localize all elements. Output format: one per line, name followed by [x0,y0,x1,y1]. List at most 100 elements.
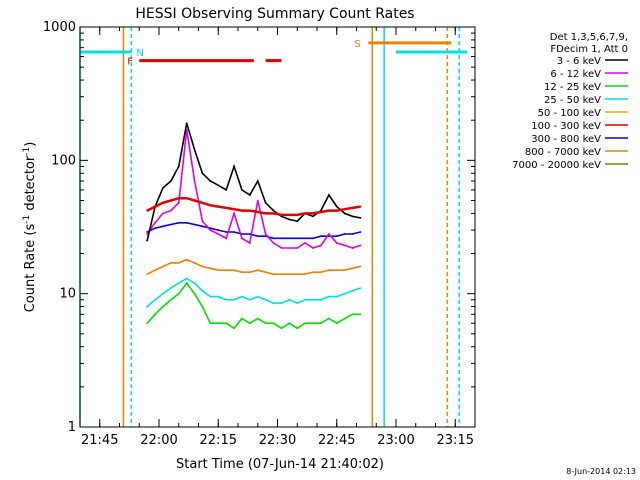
data-point [320,235,322,238]
data-point [256,269,259,272]
data-point [177,165,180,168]
data-point [162,265,164,268]
data-point [351,206,354,209]
data-point [193,180,196,182]
data-point [185,122,188,125]
overlay-layer: NF S [79,27,468,427]
data-point [304,212,307,215]
data-point [185,258,188,261]
data-point [225,231,228,233]
data-point [225,237,228,240]
data-point [146,239,149,242]
data-point [280,213,283,216]
data-point [327,269,330,272]
data-point [217,229,220,231]
data-point [343,208,346,211]
data-point [288,218,291,221]
data-point [233,231,235,233]
legend: Det 1,3,5,6,7,9,FDecim 1, Att 03 - 6 keV… [512,32,628,171]
data-point [264,212,267,215]
x-tick-label: 21:45 [81,433,118,448]
data-point [209,229,212,231]
data-point [177,201,180,204]
data-point [296,327,299,330]
legend-entry-label: 800 - 7000 keV [525,147,601,158]
y-tick-label: 100 [51,153,76,168]
series-line [146,258,361,276]
data-point [248,233,251,235]
data-point [320,244,322,247]
series-line [146,277,361,308]
data-point [264,298,267,301]
axis-layer: 21:45 22:00 22:15 22:30 22:45 23:00 23:15 1 10 10… [43,20,476,448]
legend-header-line: FDecim 1, Att 0 [550,44,628,55]
data-point [343,292,346,295]
data-point [233,212,235,215]
data-point [162,212,164,215]
y-tick-label: 10 [59,287,76,302]
data-point [225,206,228,209]
data-point [248,298,251,301]
data-point [351,267,354,270]
data-point [193,199,196,202]
data-point [201,220,204,223]
data-point [288,298,291,301]
data-point [233,208,235,211]
data-point [201,265,204,268]
data-point [296,220,299,223]
data-point [201,201,204,204]
data-point [209,295,212,298]
data-point [177,282,180,285]
data-point [185,282,188,285]
legend-header-line: Det 1,3,5,6,7,9, [550,32,628,43]
data-point [169,209,172,212]
data-point [162,201,164,204]
x-tick-label: 22:45 [318,433,355,448]
data-point [146,322,149,325]
data-point [296,237,299,240]
data-point [312,247,314,249]
x-tick-label: 22:15 [200,433,237,448]
data-point [193,262,196,264]
data-point [162,292,164,295]
data-point [288,322,291,325]
data-point [272,237,275,240]
data-point [169,287,172,290]
data-point [272,242,275,244]
data-point [272,212,275,215]
data-point [327,209,330,212]
y-tick-label: 1 [68,420,76,435]
data-point [296,247,299,249]
x-tick-label: 22:00 [140,433,177,448]
data-point [233,269,235,272]
legend-entry-label: 3 - 6 keV [557,56,601,67]
data-point [335,235,338,238]
series-line [146,122,361,241]
series-line [146,196,361,217]
data-point [177,292,180,295]
legend-entry-label: 12 - 25 keV [544,82,601,93]
data-point [359,244,362,247]
data-point [272,273,275,276]
data-point [335,322,338,325]
series-line [146,129,361,249]
data-point [154,221,156,224]
data-point [193,148,196,151]
legend-entry-label: 300 - 800 keV [531,134,601,145]
data-point [162,225,164,228]
series-line [146,281,361,330]
x-tick-label: 22:30 [259,433,296,448]
legend-entry-label: 25 - 50 keV [544,95,601,106]
data-point [264,271,267,274]
plot-frame [79,26,476,428]
data-point [185,197,188,200]
data-point [154,227,156,230]
data-point [351,313,354,316]
data-point [169,262,172,264]
data-point [320,322,322,325]
data-point [296,273,299,276]
data-point [169,199,172,202]
data-point [225,269,228,272]
data-point [248,209,251,212]
data-point [146,273,149,276]
